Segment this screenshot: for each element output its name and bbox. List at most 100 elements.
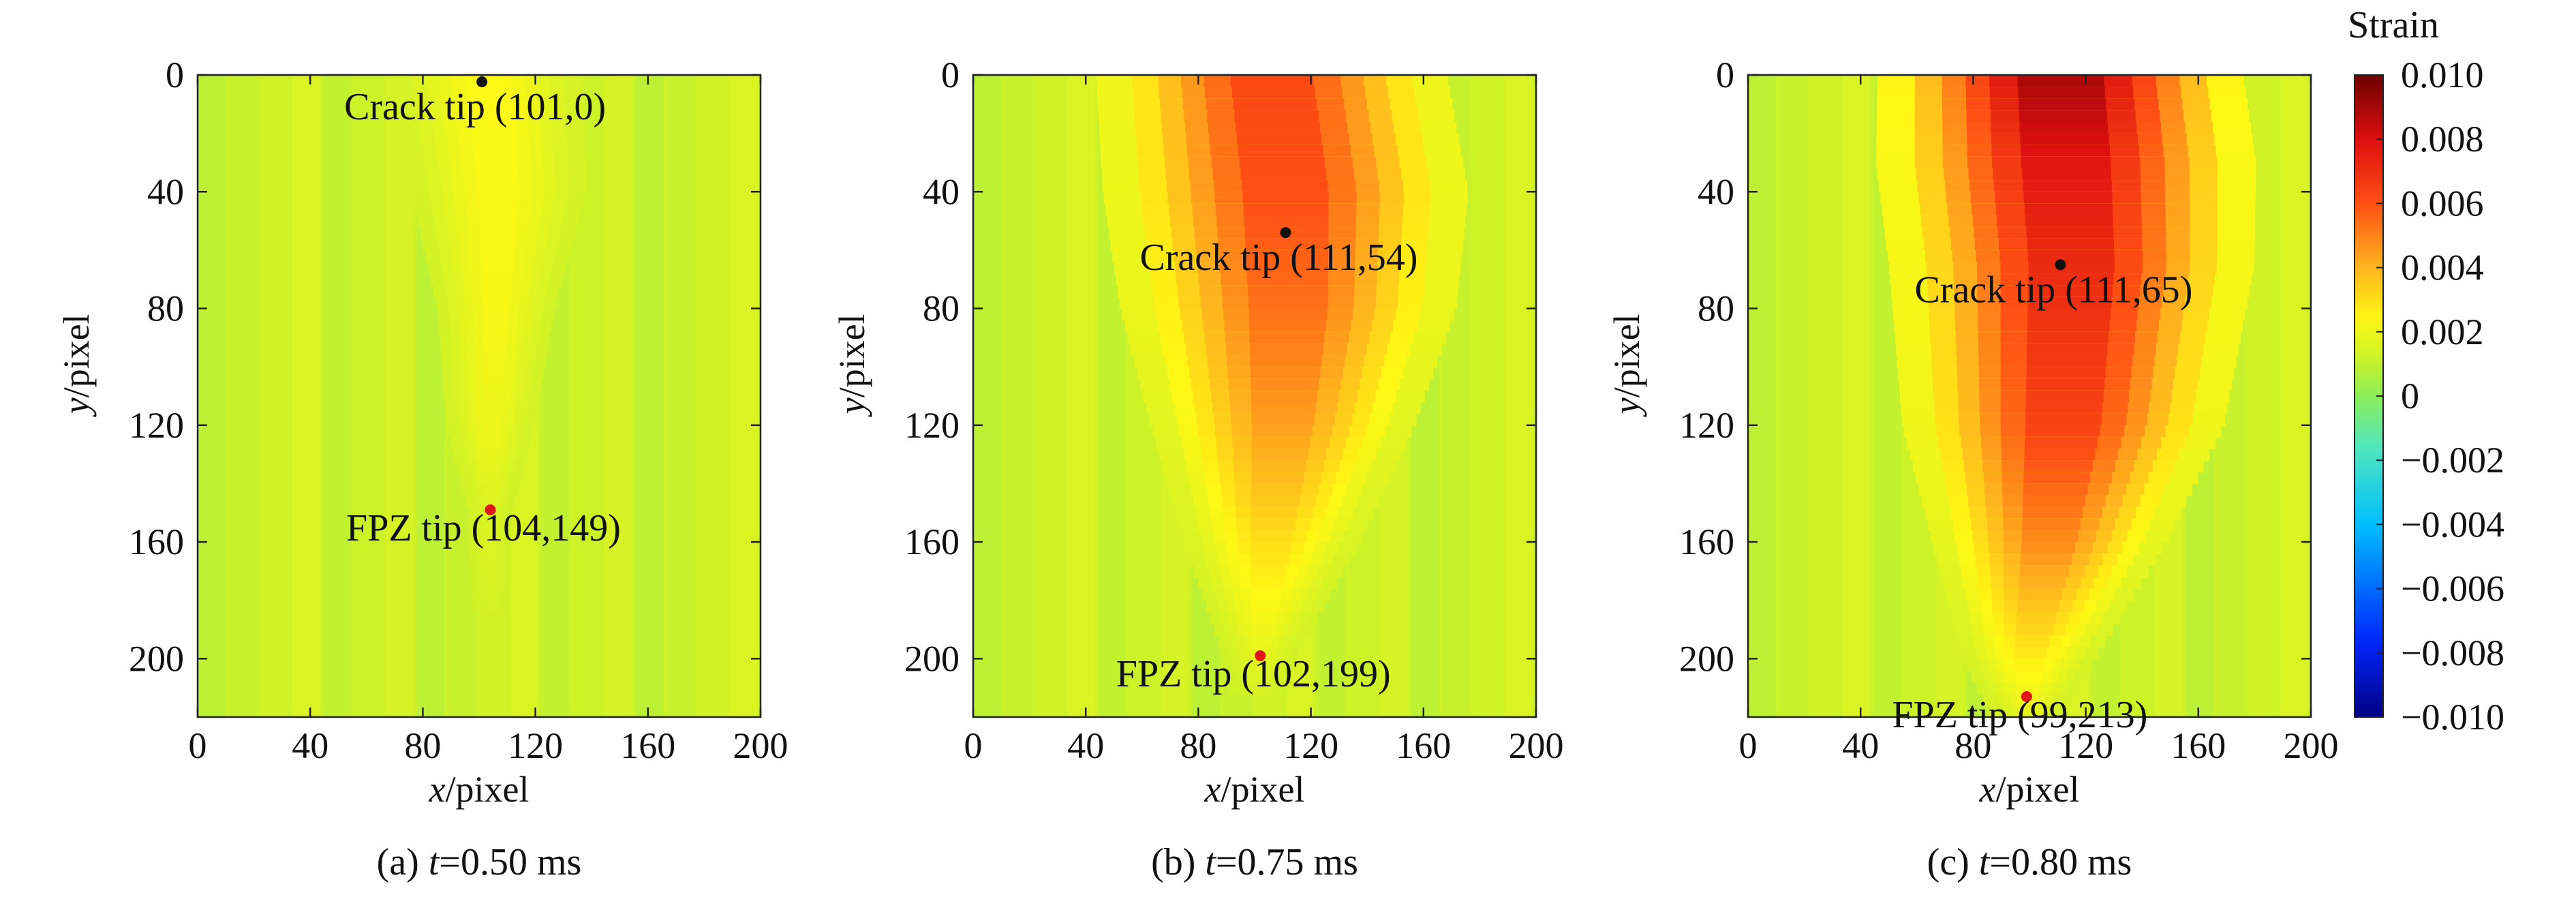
band-cell [2018, 588, 2063, 601]
field-streak [2280, 75, 2308, 717]
field-streak [228, 75, 258, 717]
strain-field [198, 75, 761, 717]
y-axis-label: y/pixel [56, 314, 97, 417]
band-cell [479, 226, 517, 239]
x-axis-label: x/pixel [1979, 769, 2080, 810]
plot-frame [196, 74, 762, 718]
field-streak [354, 75, 382, 717]
band-cell [2022, 518, 2081, 531]
band-cell [2028, 273, 2114, 286]
crack-tip-label: Crack tip (111,54) [1139, 237, 1417, 279]
x-tick-label: 40 [1067, 725, 1104, 766]
band-cell [1251, 565, 1287, 578]
band-cell [2022, 168, 2112, 181]
x-axis-var: x [429, 769, 446, 810]
colorbar-tick-label: 0.004 [2401, 247, 2484, 288]
band-cell [1237, 133, 1322, 146]
band-cell [480, 238, 515, 251]
band-cell [472, 133, 515, 146]
band-cell [2017, 705, 2036, 717]
band-cell [1251, 530, 1293, 543]
band-cell [1236, 121, 1320, 134]
band-cell [1251, 413, 1315, 426]
band-cell [481, 343, 507, 356]
band-cell [1251, 448, 1308, 461]
band-cell [467, 87, 512, 100]
band-cell [2016, 682, 2040, 695]
band-cell [1251, 635, 1272, 648]
panel-c: 0 40 80 120 160 20004080120160200x/pixely/pix… [1606, 55, 2339, 883]
x-tick-label: 40 [292, 725, 328, 766]
field-streak [1748, 75, 1777, 717]
field-streak [291, 75, 320, 717]
band-cell [480, 413, 502, 426]
fpz-tip-marker [1255, 650, 1266, 662]
band-cell [480, 390, 504, 403]
band-cell [465, 75, 510, 88]
x-axis-label: x/pixel [429, 769, 530, 810]
x-tick-label: 40 [1842, 725, 1879, 766]
band-cell [482, 308, 510, 321]
fpz-tip-label: FPZ tip (99,213) [1892, 694, 2147, 736]
y-axis-unit: /pixel [1606, 314, 1647, 397]
x-tick-label: 80 [1180, 725, 1216, 766]
band-cell [2027, 308, 2111, 321]
band-cell [2023, 495, 2085, 508]
band-cell [2019, 121, 2109, 134]
y-axis-var: y [831, 397, 872, 417]
field-streak [1779, 75, 1808, 717]
band-cell [2028, 262, 2115, 275]
band-cell [1251, 658, 1268, 671]
crack-tip-label: Crack tip (111,65) [1914, 269, 2192, 311]
band-cell [2025, 390, 2104, 403]
band-cell [1251, 472, 1304, 485]
strain-field [973, 75, 1536, 717]
field-streak [1810, 75, 1839, 717]
band-cell [1251, 401, 1316, 414]
band-cell [1251, 577, 1284, 590]
colorbar-tick-label: 0.006 [2401, 183, 2484, 224]
band-cell [1243, 203, 1329, 216]
field-streak [1505, 75, 1533, 717]
band-cell [1248, 297, 1328, 309]
y-tick-label: 80 [1698, 288, 1734, 329]
band-cell [2027, 238, 2114, 251]
band-cell [1242, 180, 1328, 193]
x-axis-unit: /pixel [1995, 769, 2079, 810]
band-cell [2025, 215, 2113, 228]
caption-var: t [429, 841, 440, 883]
field-streak [260, 75, 289, 717]
colorbar-title: Strain [2348, 4, 2439, 46]
y-tick-label: 80 [923, 288, 960, 329]
field-streak [666, 75, 695, 717]
caption-rest: =0.75 ms [1216, 841, 1358, 883]
band-cell [2015, 670, 2042, 683]
band-cell [485, 530, 495, 543]
band-cell [2021, 542, 2076, 555]
band-cell [1233, 98, 1317, 111]
x-tick-label: 160 [2171, 725, 2226, 766]
band-cell [2026, 378, 2105, 391]
band-cell [1242, 192, 1329, 204]
band-cell [486, 600, 495, 613]
y-tick-label: 0 [166, 55, 184, 95]
band-cell [479, 215, 517, 228]
band-cell [1251, 460, 1306, 473]
band-cell [485, 577, 495, 590]
band-cell [482, 320, 509, 333]
band-cell [2014, 647, 2047, 660]
x-tick-label: 80 [1954, 725, 1991, 766]
band-cell [484, 495, 497, 508]
band-cell [481, 285, 512, 298]
band-cell [481, 355, 506, 368]
band-cell [2023, 192, 2113, 204]
fpz-tip-label: FPZ tip (102,199) [1116, 653, 1391, 695]
field-streak [635, 75, 664, 717]
x-tick-label: 120 [1283, 725, 1338, 766]
x-tick-label: 200 [733, 725, 788, 766]
colorbar-tick-label: 0 [2401, 376, 2419, 416]
x-tick-label: 120 [2058, 725, 2113, 766]
y-axis-unit: /pixel [56, 314, 97, 397]
